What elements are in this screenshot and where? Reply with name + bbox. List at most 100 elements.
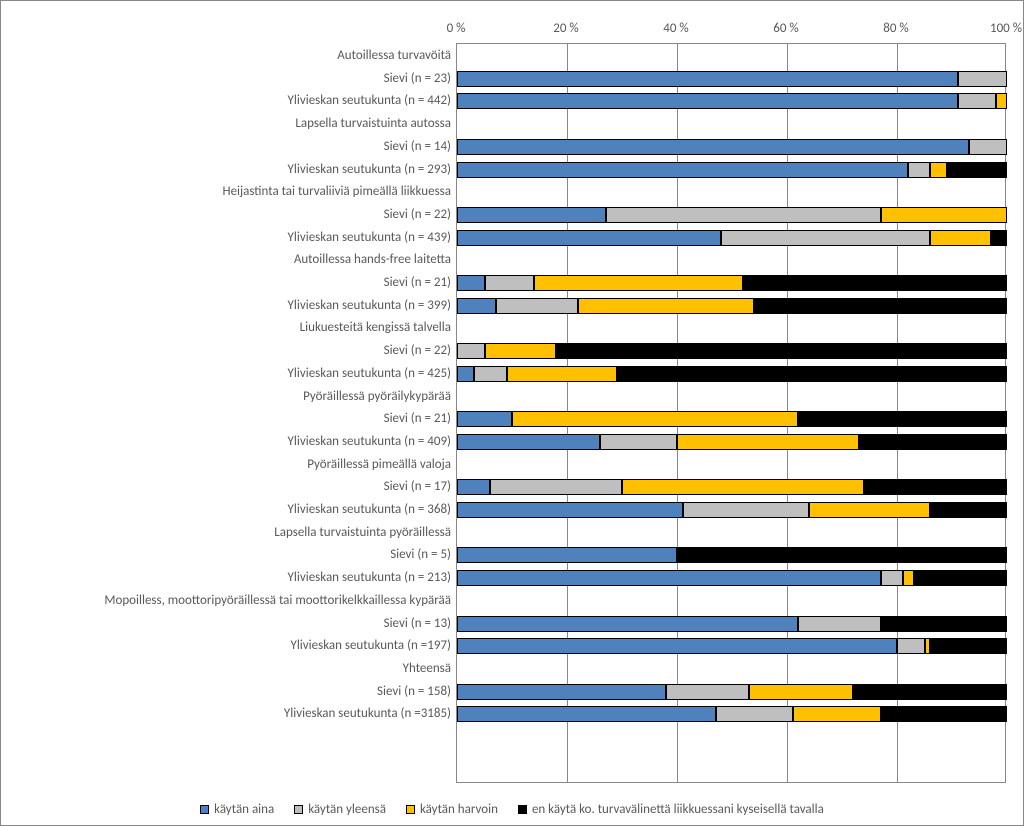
- bar-label: Sievi (n = 22): [7, 207, 457, 223]
- bar-segment-en: [881, 616, 1008, 632]
- bar-label: Sievi (n = 14): [7, 139, 457, 155]
- bar-segment-yleensa: [798, 616, 881, 632]
- bar-row: [457, 616, 1005, 632]
- axis-tick-label: 40 %: [663, 21, 688, 36]
- bar-segment-en: [743, 275, 1007, 291]
- bar-segment-yleensa: [958, 71, 1008, 87]
- bar-label: Sievi (n = 21): [7, 411, 457, 427]
- axis-tick-label: 100 %: [990, 21, 1022, 36]
- category-header-label: Autoillessa turvavöitä: [7, 48, 457, 64]
- legend-label: en käytä ko. turvavälinettä liikkuessani…: [532, 802, 824, 817]
- bar-segment-aina: [457, 162, 908, 178]
- bar-segment-yleensa: [897, 638, 925, 654]
- bar-label: Sievi (n = 5): [7, 547, 457, 563]
- chart-frame: Autoillessa turvavöitä Sievi (n = 23) Yliv…: [0, 0, 1024, 826]
- bar-segment-en: [754, 298, 1007, 314]
- category-header-label: Autoillessa hands-free laitetta: [7, 252, 457, 268]
- bar-segment-en: [930, 502, 1007, 518]
- bar-segment-yleensa: [490, 479, 622, 495]
- bar-segment-en: [881, 706, 1008, 722]
- bar-segment-yleensa: [474, 366, 507, 382]
- bar-row: [457, 479, 1005, 495]
- bar-segment-harvoin: [534, 275, 743, 291]
- bar-label: Sievi (n = 158): [7, 684, 457, 700]
- bar-segment-aina: [457, 706, 716, 722]
- bar-segment-harvoin: [677, 434, 859, 450]
- bar-segment-yleensa: [969, 139, 1008, 155]
- bar-segment-yleensa: [716, 706, 793, 722]
- legend-label: käytän harvoin: [420, 802, 498, 817]
- bar-row: [457, 502, 1005, 518]
- category-header-label: Heijastinta tai turvaliiviä pimeällä lii…: [7, 184, 457, 200]
- bar-row: [457, 434, 1005, 450]
- bar-row: [457, 139, 1005, 155]
- bar-segment-harvoin: [512, 411, 798, 427]
- bar-segment-harvoin: [578, 298, 754, 314]
- legend-label: käytän yleensä: [308, 802, 386, 817]
- legend-item-harvoin: käytän harvoin: [406, 802, 498, 817]
- bar-row: [457, 162, 1005, 178]
- bar-segment-aina: [457, 684, 666, 700]
- legend-swatch: [294, 805, 303, 814]
- bar-label: Sievi (n = 21): [7, 275, 457, 291]
- bar-label: Ylivieskan seutukunta (n = 425): [7, 366, 457, 382]
- bar-label: Sievi (n = 23): [7, 71, 457, 87]
- bar-segment-yleensa: [496, 298, 579, 314]
- bar-row: [457, 570, 1005, 586]
- category-header-label: Lapsella turvaistuinta autossa: [7, 116, 457, 132]
- bar-segment-yleensa: [908, 162, 930, 178]
- bar-row: [457, 343, 1005, 359]
- bar-row: [457, 230, 1005, 246]
- axis-tick-label: 60 %: [773, 21, 798, 36]
- bar-label: Ylivieskan seutukunta (n = 399): [7, 298, 457, 314]
- bar-segment-aina: [457, 616, 798, 632]
- bar-row: [457, 638, 1005, 654]
- legend-swatch: [518, 805, 527, 814]
- bar-segment-en: [947, 162, 1008, 178]
- bar-label: Ylivieskan seutukunta (n =197): [7, 638, 457, 654]
- bar-row: [457, 93, 1005, 109]
- legend-item-aina: käytän aina: [200, 802, 274, 817]
- bar-segment-harvoin: [485, 343, 557, 359]
- bar-segment-aina: [457, 298, 496, 314]
- bar-row: [457, 706, 1005, 722]
- bar-segment-harvoin: [930, 230, 991, 246]
- bar-segment-en: [914, 570, 1008, 586]
- legend-swatch: [406, 805, 415, 814]
- bar-label: Ylivieskan seutukunta (n =3185): [7, 706, 457, 722]
- bar-segment-en: [677, 547, 1007, 563]
- bar-label: Ylivieskan seutukunta (n = 213): [7, 570, 457, 586]
- bar-label: Ylivieskan seutukunta (n = 439): [7, 230, 457, 246]
- bar-segment-aina: [457, 479, 490, 495]
- bar-segment-aina: [457, 139, 969, 155]
- bar-label: Sievi (n = 22): [7, 343, 457, 359]
- bar-segment-en: [864, 479, 1007, 495]
- bar-segment-yleensa: [485, 275, 535, 291]
- bar-segment-yleensa: [600, 434, 677, 450]
- bar-segment-yleensa: [721, 230, 930, 246]
- bar-label: Sievi (n = 13): [7, 616, 457, 632]
- bar-segment-harvoin: [793, 706, 881, 722]
- legend-item-yleensa: käytän yleensä: [294, 802, 386, 817]
- bar-segment-harvoin: [749, 684, 854, 700]
- bar-segment-aina: [457, 411, 512, 427]
- bar-segment-aina: [457, 230, 721, 246]
- bar-segment-harvoin: [996, 93, 1007, 109]
- bar-segment-aina: [457, 502, 683, 518]
- bar-label: Ylivieskan seutukunta (n = 293): [7, 162, 457, 178]
- category-header-label: Liukuesteitä kengissä talvella: [7, 320, 457, 336]
- bar-segment-en: [798, 411, 1007, 427]
- bar-label: Ylivieskan seutukunta (n = 409): [7, 434, 457, 450]
- bar-segment-en: [930, 638, 1007, 654]
- category-header-label: Pyöräillessä pimeällä valoja: [7, 457, 457, 473]
- bar-label: Ylivieskan seutukunta (n = 368): [7, 502, 457, 518]
- bar-segment-yleensa: [881, 570, 903, 586]
- bar-label: Sievi (n = 17): [7, 479, 457, 495]
- bar-segment-yleensa: [666, 684, 749, 700]
- bar-row: [457, 547, 1005, 563]
- bar-segment-harvoin: [881, 207, 1008, 223]
- axis-tick-label: 0 %: [447, 21, 466, 36]
- category-header-label: Pyöräillessä pyöräilykypärää: [7, 389, 457, 405]
- bar-segment-en: [859, 434, 1008, 450]
- bar-segment-yleensa: [457, 343, 485, 359]
